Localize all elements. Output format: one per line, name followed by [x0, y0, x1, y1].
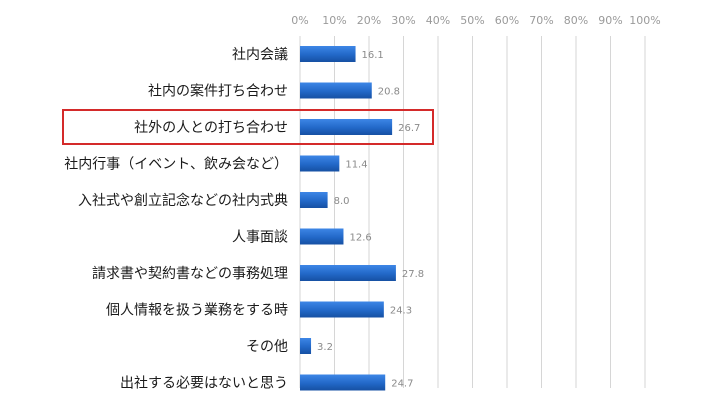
bar [300, 82, 372, 99]
category-label: 社内行事（イベント、飲み会など） [64, 157, 288, 173]
x-tick-label: 30% [391, 14, 415, 27]
x-tick-label: 70% [529, 14, 553, 27]
data-labels: 16.1 20.8 26.7 11.4 8.0 12.6 27.8 24.3 3.2 24.7 [317, 50, 424, 390]
x-tick-label: 10% [322, 14, 346, 27]
data-label: 11.4 [345, 160, 367, 171]
bar [300, 265, 396, 281]
x-axis-ticks: 0% 10% 20% 30% 40% 50% 60% 70% 80% 90% 100% [291, 14, 660, 27]
bar [300, 155, 340, 172]
bar [300, 338, 312, 354]
x-tick-label: 20% [357, 14, 381, 27]
category-labels: 社内会議社内の案件打ち合わせ社外の人との打ち合わせ社内行事（イベント、飲み会など… [64, 46, 288, 392]
data-label: 26.7 [398, 123, 420, 134]
x-tick-label: 90% [598, 14, 622, 27]
bar [300, 119, 393, 135]
category-label: 個人情報を扱う業務をする時 [106, 303, 288, 319]
x-tick-label: 50% [460, 14, 484, 27]
category-label: 人事面談 [232, 230, 288, 246]
category-label: その他 [246, 339, 288, 355]
x-tick-label: 0% [291, 14, 308, 27]
data-label: 16.1 [362, 50, 384, 61]
category-label: 入社式や創立記念などの社内式典 [78, 192, 288, 209]
category-label: 請求書や契約書などの事務処理 [92, 266, 288, 282]
data-label: 27.8 [402, 269, 424, 280]
x-tick-label: 100% [629, 14, 660, 27]
bars [300, 46, 396, 391]
data-label: 3.2 [317, 342, 333, 353]
bar [300, 301, 384, 318]
data-label: 24.7 [391, 379, 413, 390]
bar [300, 228, 344, 245]
bar [300, 374, 386, 391]
x-tick-label: 40% [426, 14, 450, 27]
data-label: 20.8 [378, 87, 400, 98]
data-label: 24.3 [390, 306, 412, 317]
highlight-box [62, 109, 434, 145]
data-label: 8.0 [334, 196, 350, 207]
x-tick-label: 80% [564, 14, 588, 27]
bar [300, 192, 328, 208]
category-label: 出社する必要はないと思う [120, 376, 288, 392]
highlight-layer [62, 109, 434, 145]
x-tick-label: 60% [495, 14, 519, 27]
bar [300, 46, 356, 62]
category-label: 社内会議 [232, 46, 288, 63]
category-label: 社外の人との打ち合わせ [134, 119, 288, 136]
category-label: 社内の案件打ち合わせ [148, 83, 288, 100]
data-label: 12.6 [349, 233, 371, 244]
